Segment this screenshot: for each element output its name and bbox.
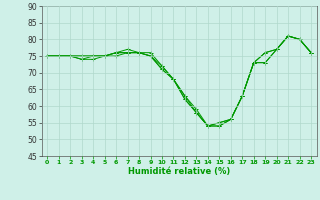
X-axis label: Humidité relative (%): Humidité relative (%) — [128, 167, 230, 176]
